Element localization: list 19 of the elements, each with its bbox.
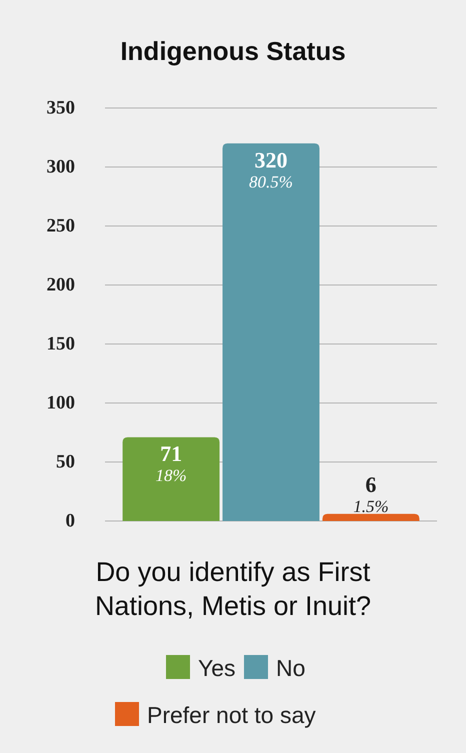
bar (322, 514, 420, 521)
x-axis-title: Do you identify as First Nations, Metis or Inuit? (94, 557, 372, 621)
bar (122, 437, 220, 521)
legend-label: Yes (198, 655, 236, 681)
bar (222, 143, 320, 521)
y-tick-label: 0 (66, 510, 75, 532)
y-tick-label: 250 (46, 216, 75, 236)
y-tick-label: 200 (46, 274, 75, 296)
y-tick-label: 100 (46, 392, 75, 414)
y-tick-label: 350 (46, 98, 75, 118)
legend-label: No (276, 655, 306, 681)
chart-title: Indigenous Status (120, 36, 346, 66)
data-label: 320 80.5% (249, 147, 293, 192)
data-label: 71 18% (155, 441, 187, 486)
y-tick-label: 150 (46, 334, 75, 354)
legend-label: Prefer not to say (147, 702, 316, 728)
y-tick-label: 300 (46, 156, 75, 178)
data-label: 6 1.5% (353, 472, 389, 516)
y-tick-label: 50 (56, 452, 75, 472)
